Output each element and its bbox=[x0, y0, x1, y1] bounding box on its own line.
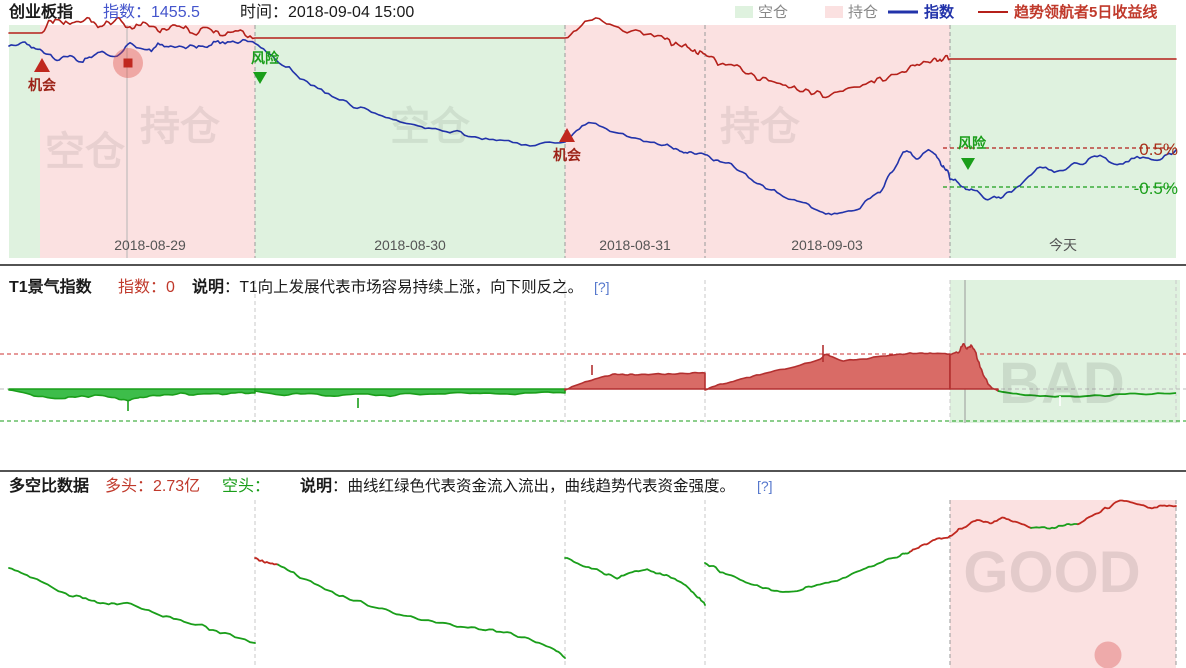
svg-text:持仓: 持仓 bbox=[848, 4, 878, 21]
svg-text:说明: 说明 bbox=[300, 476, 332, 495]
svg-text:：曲线红绿色代表资金流入流出，曲线趋势代表资金强度。: ：曲线红绿色代表资金流入流出，曲线趋势代表资金强度。 bbox=[332, 477, 735, 495]
svg-text:2018-08-30: 2018-08-30 bbox=[374, 237, 446, 253]
svg-text:持仓: 持仓 bbox=[720, 105, 801, 149]
svg-text:创业板指: 创业板指 bbox=[8, 2, 73, 21]
svg-text:趋势领航者5日收益线: 趋势领航者5日收益线 bbox=[1014, 3, 1157, 21]
svg-text:2018-09-03: 2018-09-03 bbox=[791, 237, 863, 253]
svg-text:空仓: 空仓 bbox=[45, 130, 126, 174]
svg-text:空仓: 空仓 bbox=[390, 105, 471, 149]
svg-text:指数: 指数 bbox=[924, 3, 955, 21]
svg-text:指数：1455.5: 指数：1455.5 bbox=[103, 3, 200, 21]
svg-text:今天: 今天 bbox=[1049, 237, 1077, 253]
svg-text:多空比数据: 多空比数据 bbox=[9, 476, 89, 495]
svg-text:2018-08-31: 2018-08-31 bbox=[599, 237, 671, 253]
svg-text:持仓: 持仓 bbox=[140, 105, 221, 149]
svg-text:[?]: [?] bbox=[757, 478, 773, 494]
svg-text:机会: 机会 bbox=[553, 147, 582, 163]
svg-text:多头：2.73亿: 多头：2.73亿 bbox=[105, 477, 200, 495]
svg-text:空仓: 空仓 bbox=[758, 4, 788, 21]
svg-text:时间：2018-09-04 15:00: 时间：2018-09-04 15:00 bbox=[240, 3, 414, 21]
svg-text:说明: 说明 bbox=[192, 277, 224, 296]
svg-text:[?]: [?] bbox=[594, 279, 610, 295]
svg-text:0.5%: 0.5% bbox=[1139, 140, 1178, 159]
svg-text:2018-08-29: 2018-08-29 bbox=[114, 237, 186, 253]
svg-text:BAD: BAD bbox=[999, 351, 1125, 416]
svg-text:机会: 机会 bbox=[28, 77, 57, 93]
svg-text:-0.5%: -0.5% bbox=[1134, 179, 1178, 198]
svg-text:空头：: 空头： bbox=[222, 477, 270, 495]
svg-text:风险: 风险 bbox=[958, 135, 987, 151]
svg-text:T1景气指数: T1景气指数 bbox=[9, 277, 93, 296]
svg-text:指数：0: 指数：0 bbox=[118, 278, 175, 296]
svg-text:风险: 风险 bbox=[251, 50, 280, 66]
svg-text:GOOD: GOOD bbox=[963, 540, 1140, 605]
svg-text:：T1向上发展代表市场容易持续上涨，向下则反之。: ：T1向上发展代表市场容易持续上涨，向下则反之。 bbox=[224, 278, 583, 296]
